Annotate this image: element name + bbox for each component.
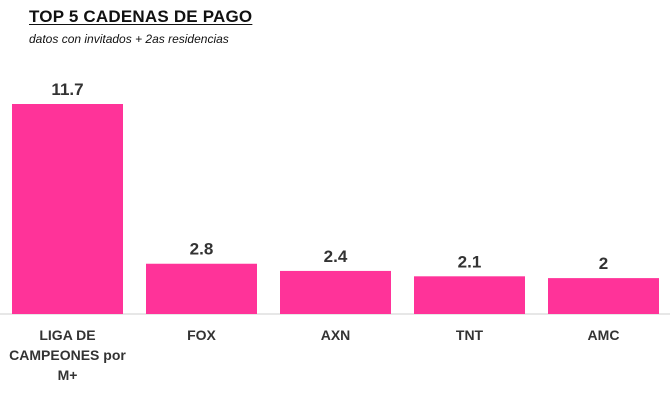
value-label-1: 11.7 <box>51 80 83 99</box>
value-label-5: 2 <box>599 254 608 273</box>
value-label-4: 2.1 <box>458 252 482 271</box>
chart-title: TOP 5 CADENAS DE PAGO <box>29 7 253 26</box>
bar-5 <box>548 278 659 314</box>
bar-2 <box>146 263 257 314</box>
category-label-5: AMC <box>587 327 620 343</box>
bar-1 <box>12 104 123 314</box>
bar-3 <box>280 270 391 314</box>
category-label-3: AXN <box>320 327 351 343</box>
value-label-2: 2.8 <box>190 240 214 259</box>
bars-group: 11.7 2.8 2.4 2.1 2 <box>12 80 659 314</box>
value-label-3: 2.4 <box>324 247 348 266</box>
bar-4 <box>414 276 525 314</box>
category-label-1: LIGA DE CAMPEONES por M+ <box>9 327 126 383</box>
category-label-4: TNT <box>455 327 484 343</box>
chart-subtitle: datos con invitados + 2as residencias <box>29 32 229 46</box>
category-label-2: FOX <box>187 327 216 343</box>
